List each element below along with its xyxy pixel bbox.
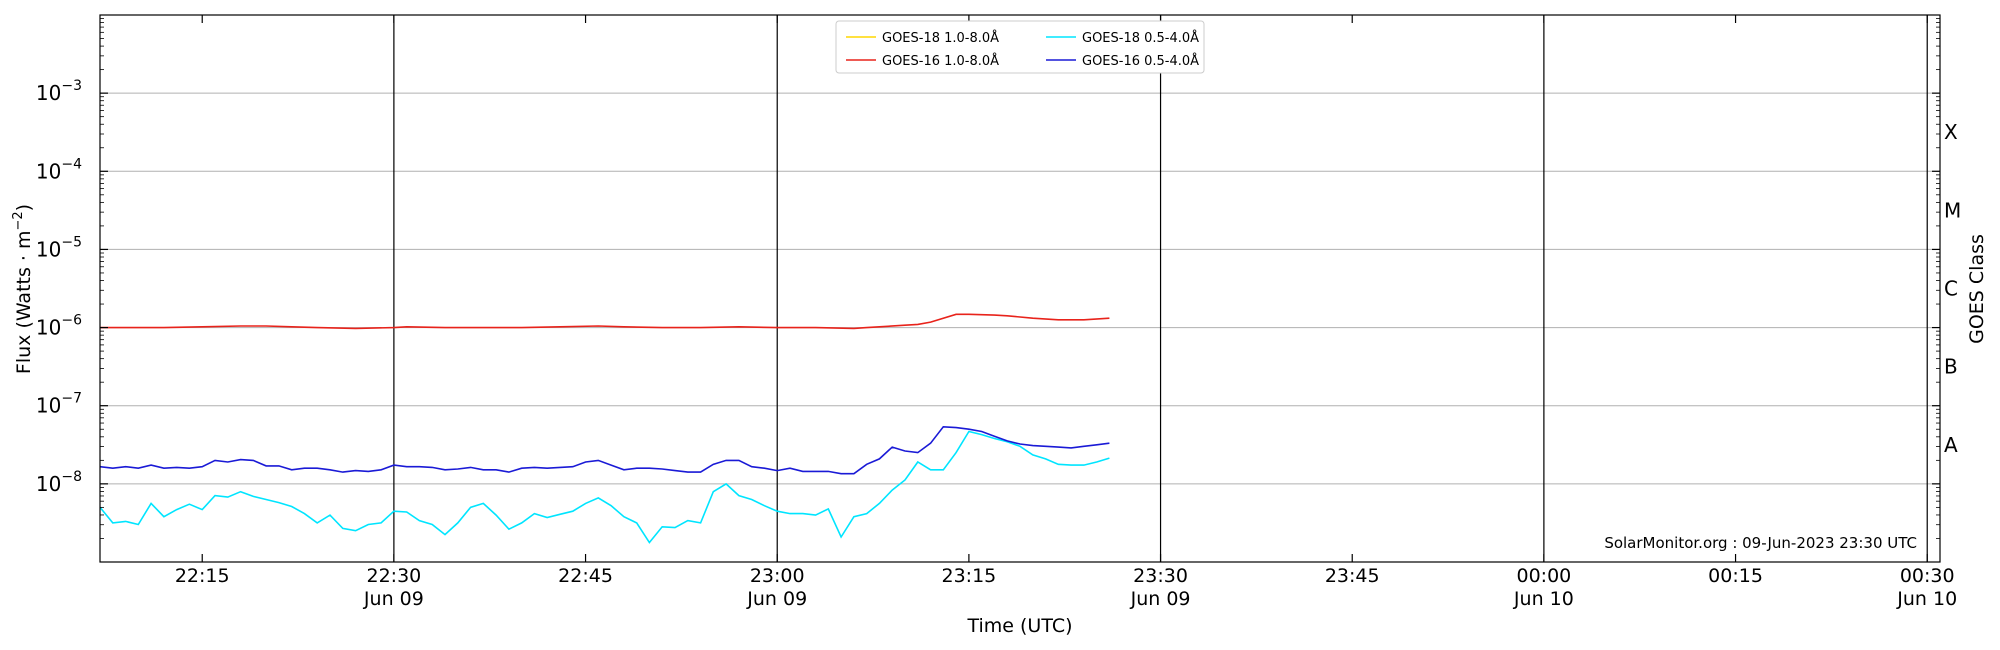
y-tick-label: 10−7 xyxy=(36,391,82,418)
legend: GOES-18 1.0-8.0Å GOES-16 1.0-8.0Å GOES-18 … xyxy=(835,20,1205,74)
goes-class-label: M xyxy=(1944,198,1961,222)
goes-class-label: B xyxy=(1944,355,1958,379)
goes-class-label: X xyxy=(1944,120,1958,144)
x-tick-label-date: Jun 09 xyxy=(363,588,424,610)
plot-area xyxy=(99,313,1110,544)
series-line xyxy=(99,425,1110,475)
x-tick-label-time: 00:30 xyxy=(1900,565,1955,587)
series-line xyxy=(99,430,1110,544)
goes-class-label: A xyxy=(1944,433,1958,457)
y-tick-labels: 10−8 10−7 10−6 10−5 10−4 10−3 xyxy=(36,78,82,496)
y-axis-label-text: Flux (Watts · m xyxy=(13,231,35,375)
legend-box xyxy=(835,20,1205,74)
legend-label: GOES-18 1.0-8.0Å xyxy=(882,30,999,46)
x-tick-label-time: 22:30 xyxy=(367,565,422,587)
legend-label: GOES-16 1.0-8.0Å xyxy=(882,53,999,69)
x-tick-label-time: 00:15 xyxy=(1708,565,1763,587)
y-axis-label: Flux (Watts · m−2) xyxy=(11,204,35,374)
series-line xyxy=(100,313,1110,330)
x-tick-label-time: 00:00 xyxy=(1517,565,1572,587)
x-tick-label-time: 23:30 xyxy=(1133,565,1188,587)
y-axis-label-sup: −2 xyxy=(11,211,26,230)
watermark-text: SolarMonitor.org : 09-Jun-2023 23:30 UTC xyxy=(1604,534,1917,552)
y-tick-label: 10−3 xyxy=(36,78,82,105)
y-tick-label: 10−5 xyxy=(36,234,82,261)
y-tick-label: 10−6 xyxy=(36,313,82,340)
right-axis-label: GOES Class xyxy=(1966,234,1988,344)
x-tick-label-time: 23:45 xyxy=(1325,565,1380,587)
x-tick-label-time: 23:00 xyxy=(750,565,805,587)
x-tick-label-date: Jun 09 xyxy=(746,588,807,610)
x-axis-label: Time (UTC) xyxy=(966,615,1072,637)
y-axis-label-end: ) xyxy=(13,204,35,211)
x-tick-label-date: Jun 09 xyxy=(1130,588,1191,610)
y-tick-label: 10−4 xyxy=(36,156,82,183)
plot-frame xyxy=(99,14,1941,563)
x-tick-label-date: Jun 10 xyxy=(1513,588,1574,610)
legend-label: GOES-16 0.5-4.0Å xyxy=(1082,53,1199,69)
x-tick-label-time: 23:15 xyxy=(942,565,997,587)
axis-ticks xyxy=(100,15,1940,562)
goes-class-label: C xyxy=(1944,277,1958,301)
x-tick-label-date: Jun 10 xyxy=(1896,588,1957,610)
legend-label: GOES-18 0.5-4.0Å xyxy=(1082,30,1199,46)
goes-class-labels: X M C B A xyxy=(1944,120,1961,457)
y-tick-label: 10−8 xyxy=(36,469,82,496)
x-tick-label-time: 22:45 xyxy=(558,565,613,587)
x-tick-label-time: 22:15 xyxy=(175,565,230,587)
